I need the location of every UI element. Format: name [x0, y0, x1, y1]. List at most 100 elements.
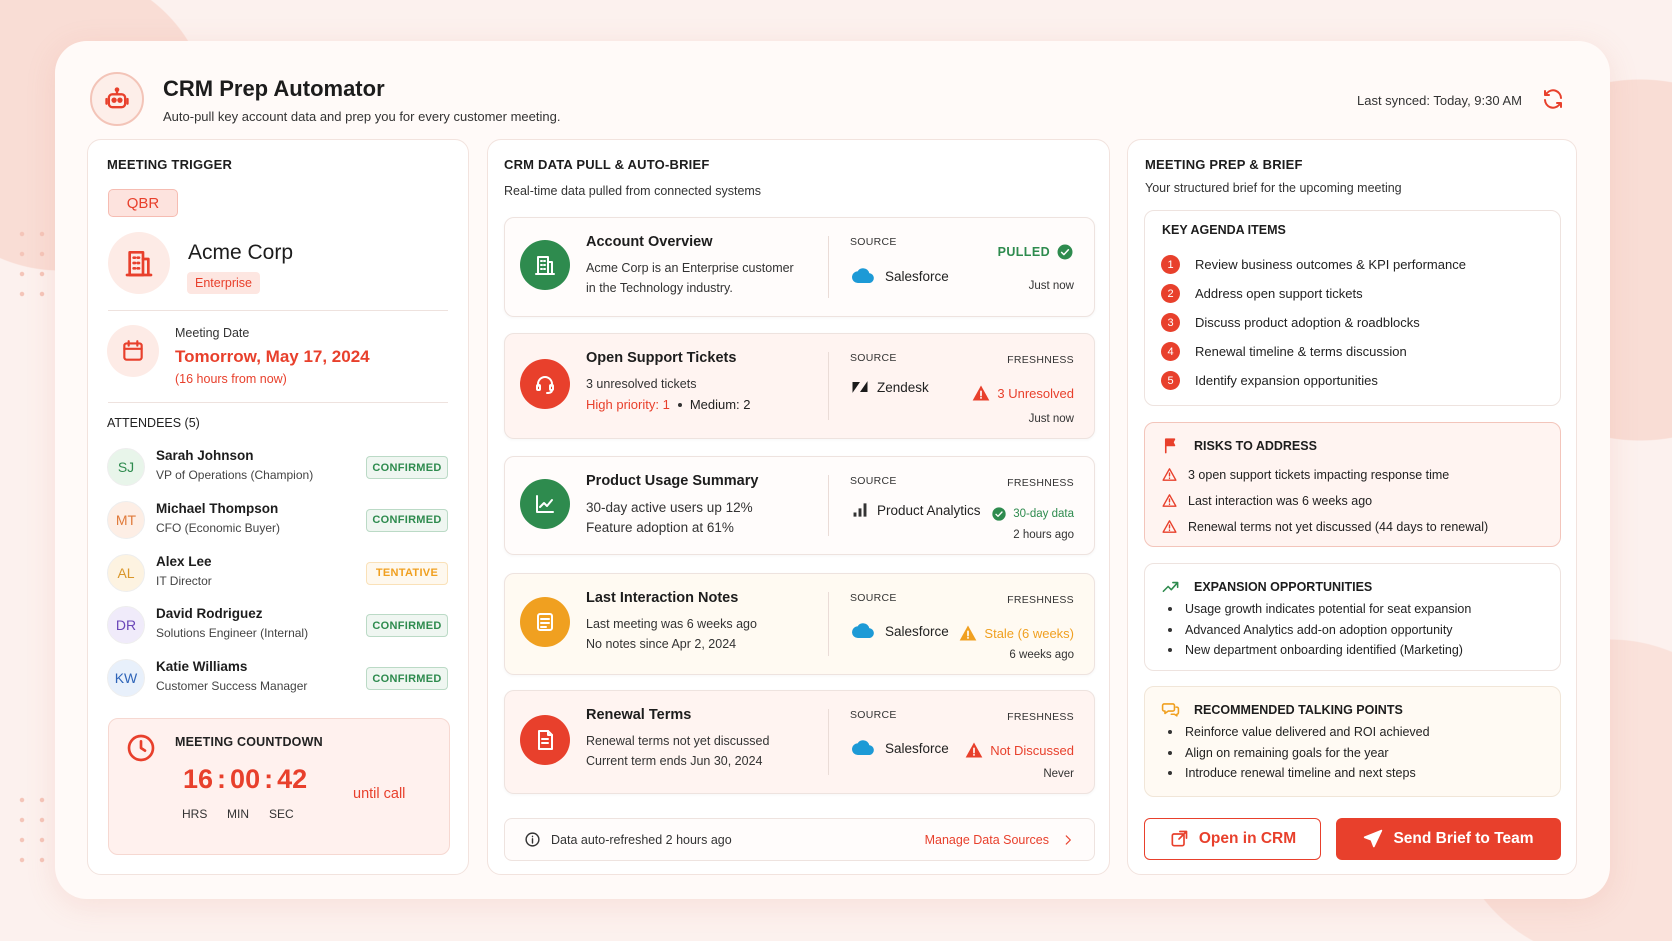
icon: [1161, 436, 1180, 455]
data-card: Account Overview Acme Corp is an Enterpri…: [504, 217, 1095, 317]
attendee-name: David Rodriguez: [156, 606, 263, 622]
icon: [533, 372, 557, 396]
icon-shape: [107, 93, 127, 109]
icon-shape: [128, 251, 145, 277]
talking_points-item: Reinforce value delivered and ROI achiev…: [1168, 725, 1430, 739]
icon-shape: [1370, 829, 1383, 841]
countdown-seconds: 42: [277, 764, 308, 794]
agenda-text: Address open support tickets: [1195, 286, 1363, 301]
card-title: Product Usage Summary: [586, 473, 759, 489]
icon-shape: [538, 730, 553, 750]
agenda-text: Renewal timeline & terms discussion: [1195, 344, 1407, 359]
freshness-label: FRESHNESS: [1007, 594, 1074, 606]
card-detail: Feature adoption at 61%: [586, 520, 734, 535]
icon: [120, 338, 146, 364]
source-label: SOURCE: [850, 236, 897, 248]
icon-shape: [123, 340, 143, 361]
icon: [958, 623, 978, 643]
updated-time: Just now: [1028, 280, 1074, 292]
open-crm-label: Open in CRM: [1198, 830, 1297, 847]
icon-shape: [973, 385, 990, 401]
expansion-heading: EXPANSION OPPORTUNITIES: [1194, 579, 1373, 594]
icon-shape: [540, 618, 550, 628]
attendee-name: Sarah Johnson: [156, 448, 254, 463]
icon: [123, 247, 155, 279]
card-detail: Last meeting was 6 weeks ago: [586, 617, 757, 631]
attendee-row: KW Katie Williams Customer Success Manager…: [88, 655, 468, 701]
refresh-button[interactable]: [1541, 87, 1565, 111]
attendee-row: AL Alex Lee IT Director TENTATIVE: [88, 550, 468, 596]
icon-shape: [852, 381, 868, 393]
icon: [1056, 243, 1074, 261]
icon-shape: [139, 740, 147, 752]
freshness-label: FRESHNESS: [1007, 477, 1074, 489]
icon-shape: [539, 498, 553, 508]
risks-text: Renewal terms not yet discussed (44 days…: [1188, 519, 1489, 534]
source-label: SOURCE: [850, 709, 897, 721]
icon-shape: [546, 389, 553, 394]
icon-shape: [853, 503, 867, 517]
talking_points-text: Reinforce value delivered and ROI achiev…: [1185, 725, 1430, 739]
talking_points-heading-row: RECOMMENDED TALKING POINTS: [1161, 700, 1403, 719]
icon: [850, 377, 870, 397]
agenda-item: 5 Identify expansion opportunities: [1161, 371, 1378, 390]
icon-shape: [1170, 706, 1180, 717]
attendee-status: CONFIRMED: [366, 667, 448, 691]
icon-shape: [111, 97, 117, 103]
icon-shape: [117, 97, 123, 103]
source: Salesforce: [850, 734, 949, 762]
updated-time: Just now: [1028, 413, 1074, 425]
data-card: Last Interaction Notes Last meeting was 6…: [504, 573, 1095, 675]
icon-shape: [1162, 468, 1177, 481]
icon: [991, 506, 1007, 522]
manage-sources-link[interactable]: Manage Data Sources: [925, 833, 1075, 847]
icon-shape: [1164, 438, 1176, 454]
icon-shape: [1162, 494, 1177, 507]
section-subtitle: Your structured brief for the upcoming m…: [1145, 181, 1402, 195]
agenda-item: 1 Review business outcomes & KPI performa…: [1161, 255, 1466, 274]
card-title: Renewal Terms: [586, 707, 692, 723]
icon-shape: [1162, 494, 1177, 507]
icon-shape: [536, 384, 541, 391]
attendee-name: Alex Lee: [156, 553, 212, 569]
priority-high: High priority: 1: [586, 397, 670, 412]
icon-shape: [537, 256, 549, 275]
icon: [1161, 577, 1180, 596]
app-subtitle: Auto-pull key account data and prep you …: [163, 109, 561, 124]
attendee-row: DR David Rodriguez Solutions Engineer (Int…: [88, 602, 468, 648]
data-card: Product Usage Summary 30-day active users…: [504, 456, 1095, 555]
attendee-role: VP of Operations (Champion): [156, 468, 314, 482]
icon: [850, 500, 870, 520]
icon-shape: [537, 376, 553, 387]
source: Salesforce: [850, 262, 949, 290]
decor-dots: [12, 790, 62, 870]
send-brief-button[interactable]: Send Brief to Team: [1336, 818, 1561, 860]
icon-shape: [1162, 468, 1177, 481]
icon-shape: [1060, 249, 1070, 256]
icon-shape: [965, 742, 983, 758]
icon: [850, 734, 878, 762]
attendee-row: MT Michael Thompson CFO (Economic Buyer) CO…: [88, 497, 468, 543]
attendee-avatar: MT: [107, 500, 145, 539]
icon-shape: [125, 256, 153, 277]
expansion-box: EXPANSION OPPORTUNITIES Usage growth indi…: [1144, 563, 1561, 671]
icon: [533, 728, 557, 752]
icon-shape: [538, 730, 553, 750]
source: Product Analytics: [850, 500, 981, 520]
open-crm-button[interactable]: Open in CRM: [1144, 818, 1321, 860]
icon: [1161, 466, 1178, 483]
countdown-suffix: until call: [353, 786, 406, 802]
countdown-digits: 16:00:42: [183, 764, 307, 795]
icon-shape: [125, 251, 153, 277]
divider: [828, 592, 829, 656]
source-name: Salesforce: [885, 740, 949, 756]
icon-shape: [1544, 89, 1562, 109]
icon-shape: [123, 342, 143, 361]
risks-text: Last interaction was 6 weeks ago: [1188, 493, 1373, 508]
agenda-number: 2: [1161, 284, 1180, 303]
attendee-role: IT Director: [156, 573, 212, 588]
relative-time: (16 hours from now): [175, 372, 287, 386]
expansion-text: New department onboarding identified (Ma…: [1185, 643, 1463, 658]
status-text: 3 Unresolved: [997, 385, 1074, 401]
icon-shape: [1065, 834, 1071, 845]
